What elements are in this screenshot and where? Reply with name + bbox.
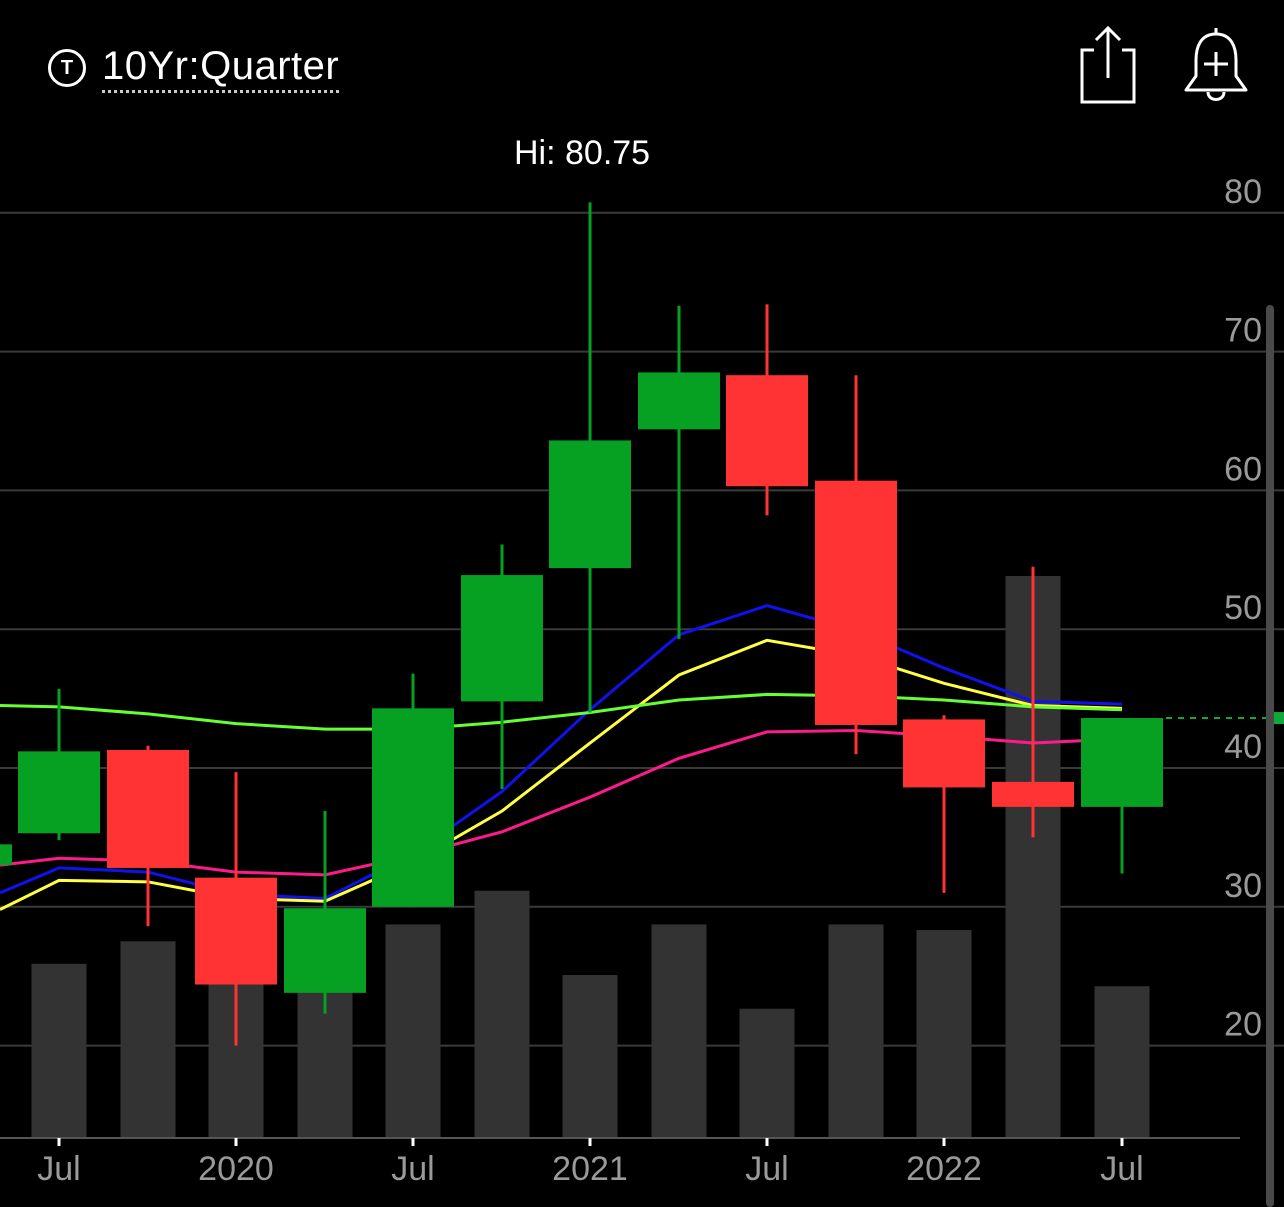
candle-body bbox=[461, 575, 543, 702]
grid-lines bbox=[0, 211, 1284, 1047]
y-tick-label: 50 bbox=[1224, 589, 1262, 627]
last-price-marker bbox=[1272, 712, 1284, 725]
volume-bar bbox=[916, 930, 972, 1138]
candle[interactable] bbox=[992, 566, 1074, 838]
volume-bar bbox=[385, 924, 441, 1138]
candle[interactable] bbox=[461, 544, 543, 789]
volume-bar bbox=[651, 924, 707, 1138]
volume-bar bbox=[120, 941, 176, 1138]
y-tick-label: 80 bbox=[1224, 173, 1262, 211]
candle-body bbox=[992, 781, 1074, 807]
x-tick-label: 2020 bbox=[198, 1150, 274, 1188]
volume-bar bbox=[828, 924, 884, 1138]
candle-body bbox=[815, 480, 897, 725]
candle[interactable] bbox=[815, 375, 897, 755]
x-tick-label: 2021 bbox=[552, 1150, 628, 1188]
period-selector-button[interactable]: T 10Yr:Quarter bbox=[48, 40, 340, 96]
x-tick-label: Jul bbox=[745, 1150, 788, 1188]
volume-bar bbox=[739, 1008, 795, 1138]
x-tick-label: Jul bbox=[37, 1150, 80, 1188]
volume-bar bbox=[562, 975, 618, 1138]
y-axis: 20 30 40 50 60 70 80 bbox=[1224, 173, 1262, 1044]
candle[interactable] bbox=[372, 673, 454, 907]
chart-extras bbox=[1166, 305, 1284, 1207]
x-tick-label: Jul bbox=[391, 1150, 434, 1188]
candle[interactable] bbox=[726, 304, 808, 516]
candle-body bbox=[0, 844, 12, 866]
candle-body bbox=[18, 751, 100, 834]
volume-bar bbox=[474, 890, 530, 1138]
candle[interactable] bbox=[18, 688, 100, 841]
candle[interactable] bbox=[195, 772, 277, 1046]
candle-body bbox=[1081, 718, 1163, 807]
candle[interactable] bbox=[0, 844, 12, 866]
moving-average-line bbox=[0, 604, 1123, 900]
period-type-icon: T bbox=[48, 49, 86, 87]
candle-body bbox=[638, 372, 720, 430]
candles[interactable] bbox=[0, 202, 1163, 1046]
candle-body bbox=[726, 375, 808, 487]
candle[interactable] bbox=[638, 305, 720, 639]
candle-body bbox=[903, 719, 985, 788]
candle-body bbox=[107, 749, 189, 868]
moving-average-line bbox=[0, 692, 1123, 731]
volume-bar bbox=[31, 963, 87, 1138]
candle-body bbox=[284, 908, 366, 993]
high-value-label: Hi: 80.75 bbox=[514, 134, 651, 172]
candle[interactable] bbox=[1081, 718, 1163, 874]
moving-average-line bbox=[0, 638, 1123, 911]
y-tick-label: 20 bbox=[1224, 1006, 1262, 1044]
vertical-scrollbar[interactable] bbox=[1266, 305, 1274, 1207]
x-axis: Jul 2020 Jul 2021 Jul 2022 Jul bbox=[0, 1137, 1240, 1188]
candle-body bbox=[549, 440, 631, 569]
x-tick-label: Jul bbox=[1100, 1150, 1143, 1188]
candlestick-chart[interactable]: 20 30 40 50 60 70 80 Jul 2020 Jul 2021 Jul 2022 Jul bbox=[0, 130, 1284, 1207]
x-tick-label: 2022 bbox=[906, 1150, 982, 1188]
top-bar: T 10Yr:Quarter bbox=[0, 0, 1284, 130]
period-label: 10Yr:Quarter bbox=[102, 44, 340, 93]
y-tick-label: 40 bbox=[1224, 728, 1262, 766]
share-icon[interactable] bbox=[1072, 22, 1144, 108]
candle[interactable] bbox=[549, 202, 631, 713]
add-alert-bell-icon[interactable] bbox=[1180, 24, 1252, 108]
candle[interactable] bbox=[284, 811, 366, 1014]
volume-bar bbox=[1094, 986, 1150, 1138]
candle[interactable] bbox=[107, 745, 189, 927]
candle-body bbox=[195, 877, 277, 985]
y-tick-label: 60 bbox=[1224, 450, 1262, 488]
y-tick-label: 70 bbox=[1224, 312, 1262, 350]
y-tick-label: 30 bbox=[1224, 867, 1262, 905]
candle[interactable] bbox=[903, 715, 985, 893]
candle-body bbox=[372, 708, 454, 907]
